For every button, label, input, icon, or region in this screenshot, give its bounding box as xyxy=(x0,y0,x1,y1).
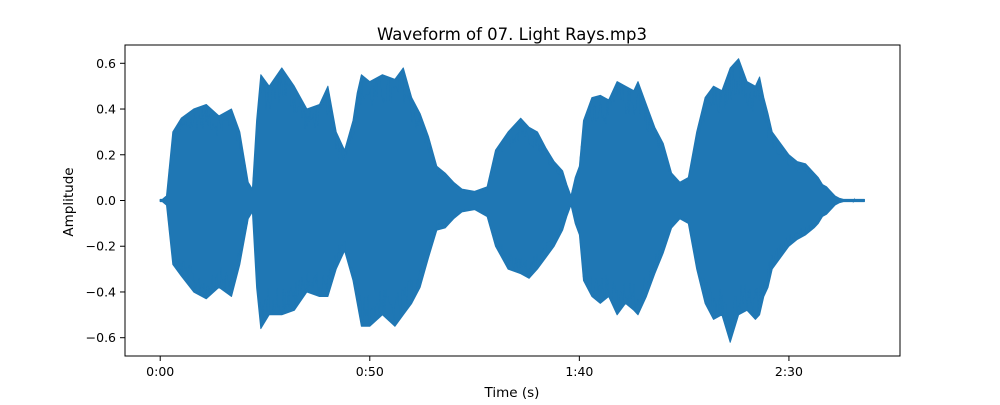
x-tick-label: 0:00 xyxy=(146,364,174,379)
y-tick-label: −0.6 xyxy=(86,330,116,345)
waveform-trace-0 xyxy=(159,66,865,335)
chart-title: Waveform of 07. Light Rays.mp3 xyxy=(377,25,647,44)
y-tick-label: −0.4 xyxy=(86,284,116,299)
x-tick-label: 1:40 xyxy=(565,364,593,379)
x-tick-label: 0:50 xyxy=(356,364,384,379)
y-tick-label: 0.0 xyxy=(96,193,116,208)
y-tick-label: 0.4 xyxy=(96,102,116,117)
x-axis-label: Time (s) xyxy=(484,385,540,400)
axes: 0:00 0:50 1:40 2:30 0.6 0.4 0.2 0.0 −0.2 −0.4 −0.6 xyxy=(86,44,901,379)
y-tick-label: 0.2 xyxy=(96,147,116,162)
y-tick-label: 0.6 xyxy=(96,56,116,71)
x-tick-label: 2:30 xyxy=(775,364,803,379)
y-tick-label: −0.2 xyxy=(86,239,116,254)
plot-area xyxy=(159,58,865,343)
y-axis-label: Amplitude xyxy=(61,167,77,236)
